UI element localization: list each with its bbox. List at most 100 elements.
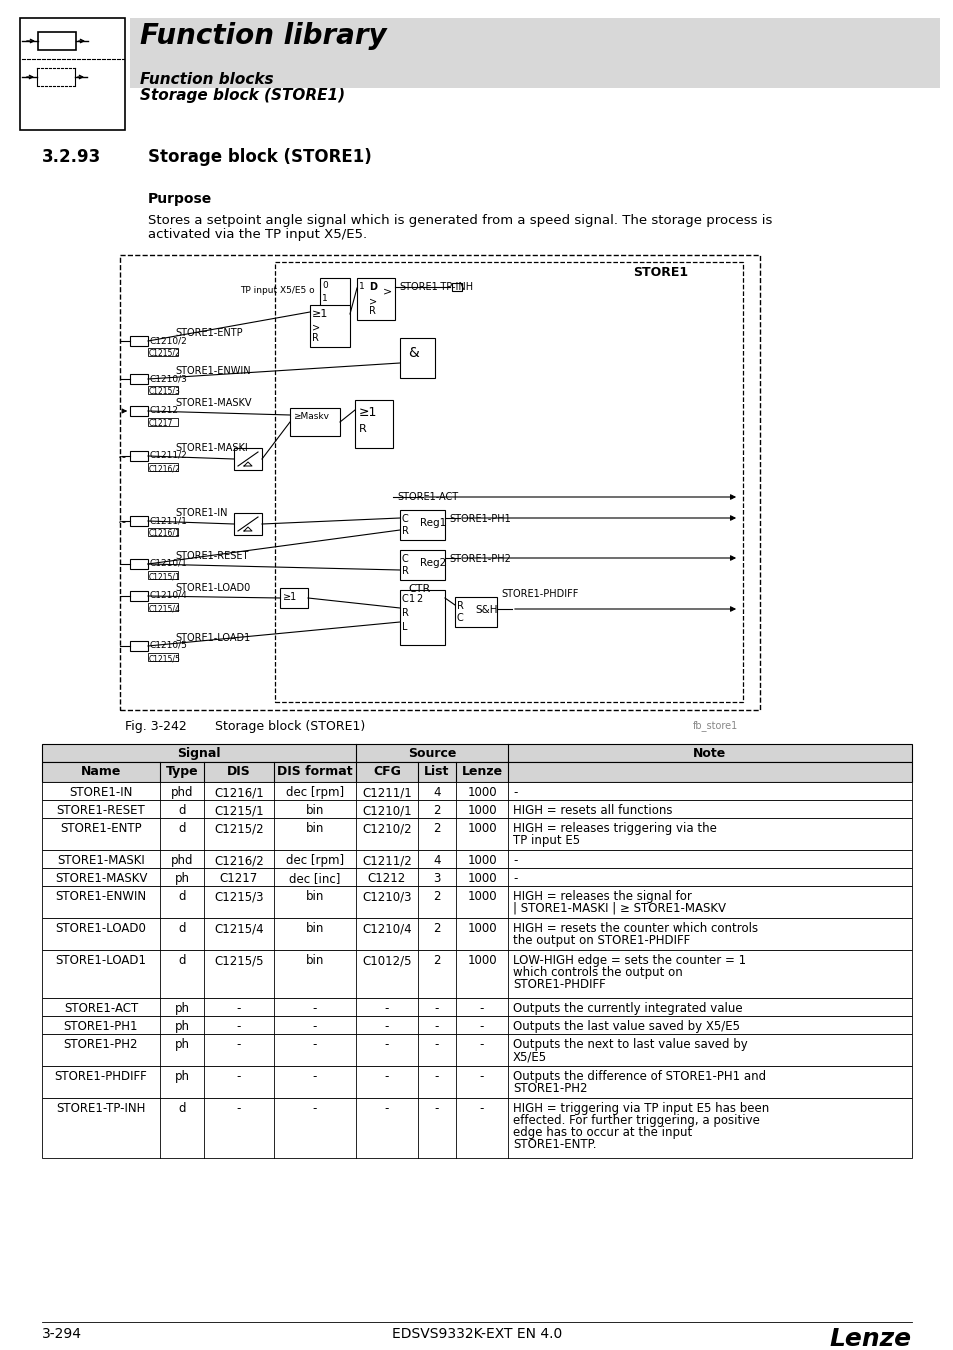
Text: >: >: [382, 286, 392, 296]
Text: effected. For further triggering, a positive: effected. For further triggering, a posi…: [513, 1114, 760, 1127]
Text: Reg2: Reg2: [419, 558, 446, 568]
Text: -: -: [313, 1071, 316, 1083]
Text: C1216/1: C1216/1: [213, 786, 264, 799]
Bar: [310, 305, 350, 347]
Text: -: -: [236, 1021, 241, 1033]
Text: 2: 2: [433, 890, 440, 903]
Text: -: -: [513, 786, 517, 799]
Text: L: L: [401, 622, 407, 632]
Text: >: >: [312, 323, 320, 333]
Text: the output on STORE1-PHDIFF: the output on STORE1-PHDIFF: [513, 934, 690, 946]
Text: C1215/4: C1215/4: [214, 922, 264, 936]
Text: 0: 0: [322, 281, 328, 290]
Text: C1211/1: C1211/1: [150, 516, 188, 525]
Text: HIGH = resets all functions: HIGH = resets all functions: [513, 805, 672, 817]
Text: C1216/1: C1216/1: [149, 529, 180, 539]
Bar: [42, 1034, 911, 1066]
Bar: [42, 868, 911, 886]
Bar: [42, 801, 911, 818]
Text: C1216/2: C1216/2: [149, 464, 180, 472]
Text: -: -: [479, 1071, 484, 1083]
Text: Reg1: Reg1: [419, 518, 446, 528]
Text: -: -: [479, 1102, 484, 1115]
Bar: [20, 18, 125, 130]
Text: Purpose: Purpose: [148, 192, 212, 207]
Text: -: -: [313, 1021, 316, 1033]
Bar: [274, 262, 742, 702]
Text: Storage block (STORE1): Storage block (STORE1): [148, 148, 372, 166]
Text: C1210/3: C1210/3: [362, 890, 412, 903]
Text: edge has to occur at the input: edge has to occur at the input: [513, 1126, 692, 1139]
Bar: [233, 513, 262, 535]
Text: -: -: [435, 1038, 438, 1052]
Text: 2: 2: [433, 954, 440, 967]
Text: -: -: [384, 1038, 389, 1052]
Bar: [42, 1066, 911, 1098]
Text: >: >: [369, 296, 376, 306]
Text: ~: ~: [118, 454, 127, 463]
Bar: [42, 918, 911, 950]
Text: STORE1-ENWIN: STORE1-ENWIN: [55, 890, 147, 903]
Text: Function library: Function library: [140, 22, 386, 50]
Bar: [399, 549, 444, 580]
Bar: [120, 255, 760, 710]
Text: -: -: [435, 1071, 438, 1083]
Text: C1215/2: C1215/2: [149, 350, 180, 358]
Text: STORE1-ENWIN: STORE1-ENWIN: [174, 366, 251, 377]
Bar: [130, 641, 148, 651]
Text: ≥1: ≥1: [312, 309, 328, 319]
Bar: [399, 510, 444, 540]
Text: STORE1-ACT: STORE1-ACT: [396, 491, 457, 502]
Text: STORE1-RESET: STORE1-RESET: [174, 551, 248, 562]
Text: C1210/2: C1210/2: [150, 336, 188, 346]
Text: C1210/4: C1210/4: [150, 591, 188, 599]
Bar: [455, 597, 497, 626]
Text: ph: ph: [174, 872, 190, 886]
Text: Lenze: Lenze: [829, 1327, 911, 1350]
Text: C1216/2: C1216/2: [213, 855, 264, 867]
Text: 2: 2: [433, 805, 440, 817]
Bar: [399, 338, 435, 378]
Text: -: -: [313, 1038, 316, 1052]
Bar: [42, 950, 911, 998]
Text: ph: ph: [174, 1002, 190, 1015]
Text: LOW-HIGH edge = sets the counter = 1: LOW-HIGH edge = sets the counter = 1: [513, 954, 745, 967]
Text: Lenze: Lenze: [461, 765, 502, 778]
Text: dec [rpm]: dec [rpm]: [286, 786, 344, 799]
Text: R: R: [312, 333, 318, 343]
Text: TP input X5/E5 o: TP input X5/E5 o: [240, 286, 314, 296]
Text: | STORE1-MASKI | ≥ STORE1-MASKV: | STORE1-MASKI | ≥ STORE1-MASKV: [513, 902, 725, 915]
Text: ph: ph: [174, 1071, 190, 1083]
Text: 1000: 1000: [467, 805, 497, 817]
Text: STORE1-LOAD0: STORE1-LOAD0: [174, 583, 250, 593]
Text: CFG: CFG: [373, 765, 400, 778]
Text: ph: ph: [174, 1038, 190, 1052]
Text: -: -: [313, 1002, 316, 1015]
Text: -: -: [236, 1071, 241, 1083]
Text: Name: Name: [81, 765, 121, 778]
Text: 2: 2: [416, 594, 422, 603]
Bar: [356, 278, 395, 320]
Bar: [130, 374, 148, 383]
Text: 1000: 1000: [467, 872, 497, 886]
Text: ≥Maskv: ≥Maskv: [293, 412, 329, 421]
Text: STORE1-LOAD1: STORE1-LOAD1: [55, 954, 147, 967]
Text: C1215/4: C1215/4: [149, 603, 181, 613]
Text: bin: bin: [306, 922, 324, 936]
Text: C1217: C1217: [219, 872, 258, 886]
Text: STORE1-PH2: STORE1-PH2: [449, 554, 511, 564]
Text: Outputs the last value saved by X5/E5: Outputs the last value saved by X5/E5: [513, 1021, 740, 1033]
Text: C1210/1: C1210/1: [150, 559, 188, 568]
Text: -: -: [513, 855, 517, 867]
Text: C1215/3: C1215/3: [149, 387, 181, 396]
Text: R: R: [401, 526, 409, 536]
Text: STORE1-PHDIFF: STORE1-PHDIFF: [500, 589, 578, 599]
Bar: [148, 653, 178, 662]
Text: C1210/3: C1210/3: [150, 374, 188, 383]
Text: HIGH = releases the signal for: HIGH = releases the signal for: [513, 890, 691, 903]
Text: bin: bin: [306, 822, 324, 836]
Text: fb_store1: fb_store1: [692, 720, 738, 730]
Text: d: d: [178, 805, 186, 817]
Text: C1215/2: C1215/2: [214, 822, 264, 836]
Text: STORE1-RESET: STORE1-RESET: [56, 805, 145, 817]
